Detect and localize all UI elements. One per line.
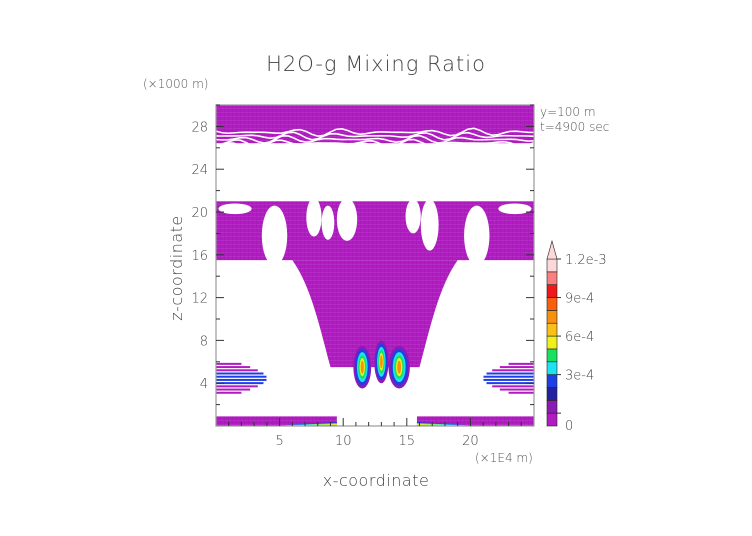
colorbar-swatch — [546, 412, 558, 427]
colorbar-label: 3e-4 — [565, 369, 594, 384]
y-tick-label: 16 — [191, 249, 208, 264]
y-unit-label: (×1000 m) — [143, 77, 208, 91]
y-tick-label: 4 — [200, 377, 208, 392]
colorbar-label: 6e-4 — [565, 330, 594, 345]
colorbar-label: 9e-4 — [565, 292, 594, 307]
region-surface-layer-left: surface-layer-left ~0.0003 — [216, 416, 337, 426]
x-tick-label: 20 — [462, 434, 479, 449]
colorbar-swatch — [546, 335, 558, 350]
colorbar-swatch — [546, 258, 558, 273]
plot-frame — [215, 104, 535, 427]
chart-title: H2O-g Mixing Ratio — [266, 52, 486, 76]
region-core-center: core-center ~0.0008 — [374, 340, 389, 384]
x-axis: 5 10 15 20 — [228, 418, 522, 449]
region-right-low-layer: right-low-layer ~0.0002 — [483, 362, 534, 394]
colorbar-swatch — [546, 348, 558, 363]
x-tick-label: 10 — [335, 434, 352, 449]
region-upper-stratified-layer: upper-stratified-layer ~0.00005 — [216, 105, 534, 191]
region-left-low-layer: left-low-layer ~0.0002 — [216, 362, 267, 394]
y-axis-title: z-coordinate — [167, 215, 186, 321]
y-tick-label: 24 — [191, 163, 208, 178]
colorbar-swatch — [546, 400, 558, 414]
y-axis: 4 8 12 16 20 24 28 — [191, 104, 534, 406]
region-anvil-layer: anvil-layer ~0.00005 — [216, 198, 534, 266]
colorbar-label: 0 — [565, 419, 573, 434]
colorbar-swatch — [546, 284, 558, 298]
y-tick-label: 20 — [191, 206, 208, 221]
x-unit-label: (×1E4 m) — [475, 451, 533, 465]
x-tick-label: 15 — [399, 434, 416, 449]
annotation-y: y=100 m — [540, 105, 596, 119]
annotation-t: t=4900 sec — [540, 120, 609, 134]
region-core-left: core-left ~0.0009 — [353, 345, 372, 389]
field-layer: upper-stratified-layer ~0.00005 anvil-lay… — [216, 105, 534, 426]
colorbar-label: 1.2e-3 — [565, 253, 607, 268]
colorbar-extend-arrow — [546, 239, 558, 260]
region-surface-layer-right: surface-layer-right ~0.0003 — [416, 416, 534, 426]
region-central-column: central-column ~0.00005 — [292, 260, 458, 368]
y-tick-label: 8 — [200, 334, 208, 349]
colorbar-swatch — [546, 322, 558, 337]
x-axis-title: x-coordinate — [323, 471, 430, 490]
colorbar-swatch — [546, 361, 558, 375]
y-tick-label: 12 — [191, 292, 208, 307]
colorbar-swatch — [546, 387, 558, 401]
y-tick-label: 28 — [191, 120, 208, 135]
colorbar-swatch — [546, 297, 558, 311]
x-tick-label: 5 — [275, 434, 283, 449]
region-core-right: core-right ~0.0007 — [388, 345, 410, 389]
colorbar-swatch — [546, 310, 558, 324]
colorbar-swatch — [546, 271, 558, 285]
colorbar-swatch — [546, 374, 558, 388]
colorbar: 0 3e-4 6e-4 9e-4 1.2e-3 — [546, 239, 607, 434]
